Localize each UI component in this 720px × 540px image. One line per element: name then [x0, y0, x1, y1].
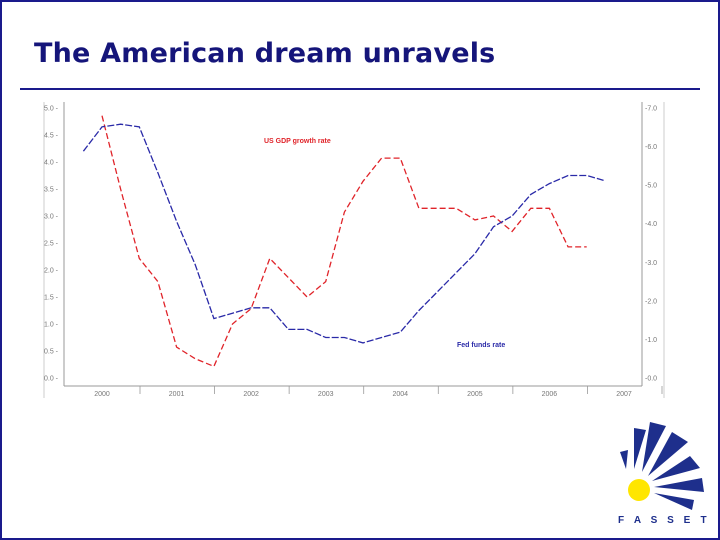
left-tick-label: 1.5 - — [44, 295, 59, 302]
logo-letter: T — [700, 515, 706, 526]
logo-letter: A — [634, 515, 641, 526]
right-tick-label: -1.0 — [645, 337, 657, 344]
right-tick-label: -4.0 — [645, 221, 657, 228]
logo-letter: F — [618, 515, 624, 526]
left-tick-label: 1.0 - — [44, 322, 59, 329]
left-tick-label: 0.5 - — [44, 349, 59, 356]
x-tick-label: 2003 — [318, 391, 334, 398]
logo-letter: E — [684, 515, 691, 526]
logo-letter: S — [667, 515, 674, 526]
left-tick-label: 4.0 - — [44, 160, 59, 167]
x-tick-label: 2000 — [94, 391, 110, 398]
annotation-fed: Fed funds rate — [457, 342, 505, 349]
series-line-fed — [82, 123, 606, 344]
x-tick-label: 2004 — [392, 391, 408, 398]
right-tick-label: -7.0 — [645, 106, 657, 113]
x-tick-label: 2006 — [542, 391, 558, 398]
left-tick-label: 0.0 - — [44, 376, 59, 383]
series-line-gdp — [101, 115, 587, 368]
x-tick-label: 2001 — [169, 391, 185, 398]
right-tick-label: -5.0 — [645, 183, 657, 190]
right-tick-label: -3.0 — [645, 260, 657, 267]
right-tick-label: -6.0 — [645, 144, 657, 151]
annotation-gdp: US GDP growth rate — [264, 138, 331, 145]
logo-rays — [620, 422, 704, 510]
logo-letter: S — [651, 515, 658, 526]
left-tick-label: 3.0 - — [44, 214, 59, 221]
left-tick-label: 3.5 - — [44, 187, 59, 194]
x-tick-label: 2007 — [616, 391, 632, 398]
right-tick-label: -2.0 — [645, 298, 657, 305]
x-tick-label: 2005 — [467, 391, 483, 398]
slide-title: The American dream unravels — [34, 38, 496, 69]
left-tick-label: 5.0 - — [44, 106, 59, 113]
logo-sun — [628, 479, 650, 501]
right-tick-label: -0.0 — [645, 376, 657, 383]
left-tick-label: 2.5 - — [44, 241, 59, 248]
chart-axes: 5.0 - 4.5 - 4.0 - 3.5 - 3.0 - 2.5 - 2.0 - 1.5 -… — [43, 102, 665, 398]
x-tick-label: 2002 — [243, 391, 259, 398]
left-tick-label: 4.5 - — [44, 133, 59, 140]
title-underline — [20, 88, 700, 90]
left-tick-label: 2.0 - — [44, 268, 59, 275]
series-layer — [82, 115, 606, 368]
